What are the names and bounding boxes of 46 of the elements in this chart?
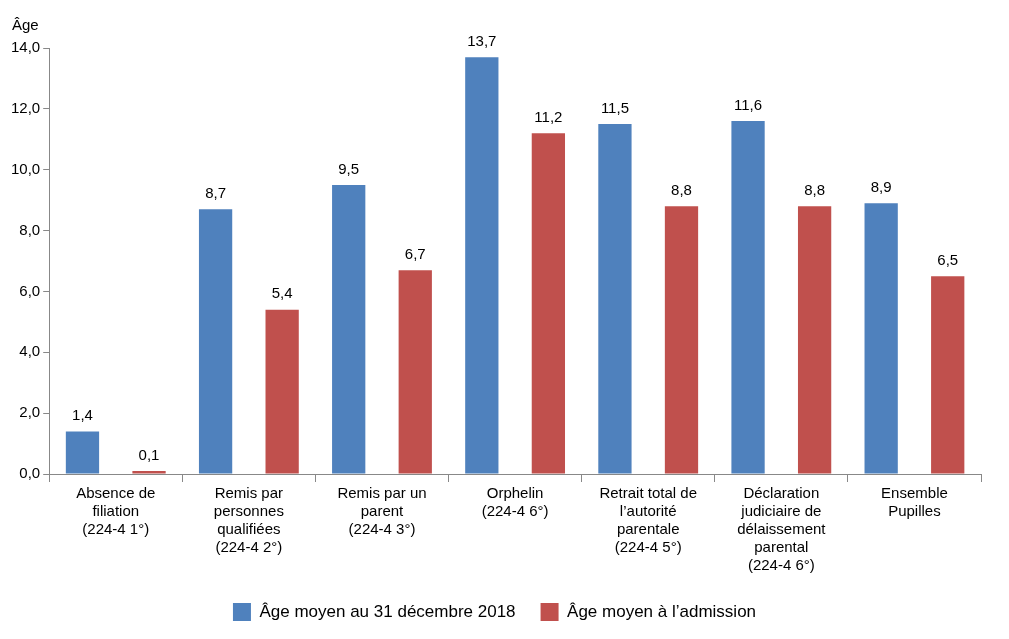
- x-tick-label: Orphelin (224-4 6°): [481, 484, 549, 520]
- y-tick-label: 2,0: [19, 403, 41, 421]
- bar: [332, 184, 366, 474]
- bar: [398, 270, 432, 474]
- data-label: 8,8: [804, 180, 826, 198]
- bar: [664, 206, 699, 474]
- y-tick-label: 8,0: [19, 220, 41, 238]
- x-tick-label: Remis par personnes qualifiées (224-4 2°): [213, 484, 284, 556]
- x-tick-label: Déclaration judiciaire de délaissement parental (224-4 6°): [737, 484, 827, 574]
- data-label: 13,7: [467, 31, 497, 49]
- legend-label: Âge moyen à l’admission: [567, 601, 757, 621]
- x-tick-label: Ensemble Pupilles: [881, 484, 948, 520]
- data-label: 11,6: [734, 95, 763, 113]
- x-tick-label: Absence de filiation (224-4 1°): [76, 484, 156, 538]
- bar: [731, 121, 765, 474]
- bar: [864, 203, 898, 474]
- y-tick-label: 12,0: [10, 99, 41, 116]
- data-label: 1,4: [72, 406, 93, 424]
- data-label: 8,9: [870, 177, 892, 195]
- bar: [465, 57, 499, 474]
- y-tick-label: 6,0: [19, 281, 41, 299]
- data-label: 11,5: [600, 98, 629, 116]
- bar: [265, 309, 299, 474]
- bar: [65, 431, 100, 474]
- bar: [198, 209, 233, 474]
- bar: [132, 470, 166, 474]
- data-label: 0,1: [138, 445, 160, 463]
- data-label: 6,7: [404, 244, 426, 262]
- bar: [931, 276, 965, 474]
- x-tick-label: Remis par un parent (224-4 3°): [337, 484, 427, 538]
- y-tick-label: 4,0: [19, 342, 41, 360]
- y-axis-title: Âge: [12, 15, 39, 33]
- data-label: 11,2: [534, 107, 563, 125]
- bar: [531, 133, 566, 474]
- data-label: 5,4: [271, 284, 293, 302]
- x-tick-label: Retrait total de l’autorité parentale (224-4 5°): [599, 484, 697, 556]
- y-tick-label: 10,0: [10, 159, 41, 177]
- y-tick-label: 0,0: [19, 464, 41, 482]
- y-tick-label: 14,0: [10, 38, 41, 56]
- data-label: 8,8: [671, 180, 692, 198]
- bar: [598, 124, 632, 474]
- legend-label: Âge moyen au 31 décembre 2018: [259, 601, 516, 621]
- data-label: 9,5: [338, 159, 360, 177]
- data-label: 8,7: [205, 183, 227, 201]
- data-label: 6,5: [937, 250, 959, 268]
- bar: [797, 206, 832, 474]
